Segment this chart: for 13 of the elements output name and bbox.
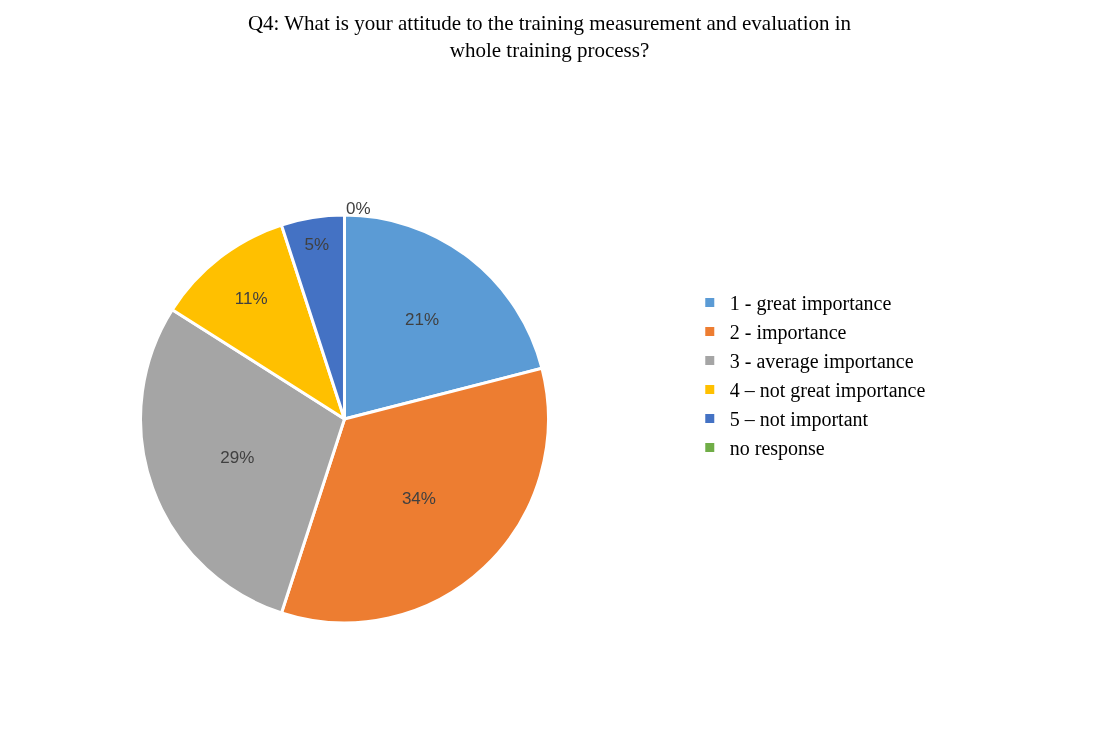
data-label: 21% [404, 309, 439, 329]
legend-label: 3 - average importance [729, 350, 914, 374]
data-label: 11% [234, 289, 268, 309]
legend-label: no response [729, 437, 825, 461]
legend-label: 4 – not great importance [729, 379, 926, 403]
text: 0% [346, 199, 371, 218]
data-label: 5% [304, 235, 330, 255]
data-label: 29% [220, 448, 255, 468]
chart-title: Q4: What is your attitude to the training measurement and evaluation in whole training process? [247, 10, 852, 62]
data-label: 34% [401, 488, 436, 508]
legend-label: 5 – not important [729, 408, 869, 432]
legend-label: 1 - great importance [729, 292, 892, 316]
legend-label: 2 - importance [729, 321, 847, 345]
